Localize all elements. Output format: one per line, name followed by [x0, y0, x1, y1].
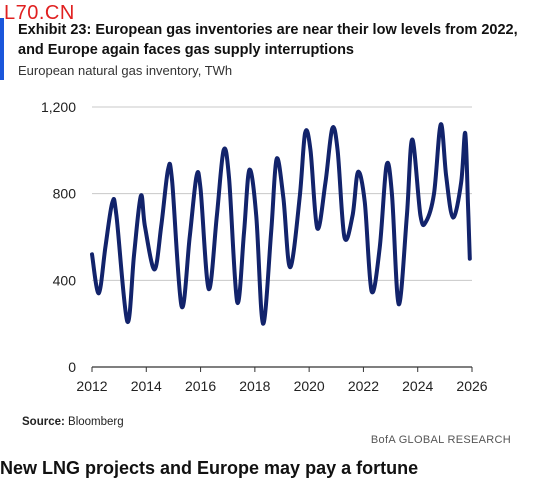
- x-tick-label: 2024: [402, 378, 433, 394]
- next-section-heading: New LNG projects and Europe may pay a fo…: [0, 458, 418, 479]
- x-tick-label: 2026: [456, 378, 487, 394]
- x-tick-label: 2012: [76, 378, 107, 394]
- x-tick-label: 2014: [131, 378, 162, 394]
- x-tick-label: 2022: [348, 378, 379, 394]
- y-tick-label: 400: [53, 272, 77, 288]
- tick-layer: 0 400 800 1,200 2012 2014 2016 2018 2020 2022 2024…: [41, 99, 488, 394]
- x-tick-label: 2016: [185, 378, 216, 394]
- y-tick-label: 0: [68, 359, 76, 375]
- line-chart: 0 400 800 1,200 2012 2014 2016 2018 2020 2022 2024…: [0, 0, 555, 405]
- x-tick-label: 2020: [294, 378, 325, 394]
- y-tick-label: 800: [53, 186, 77, 202]
- brand-label: BofA GLOBAL RESEARCH: [371, 434, 511, 446]
- x-tick-label: 2018: [239, 378, 270, 394]
- y-tick-label: 1,200: [41, 99, 76, 115]
- series-line-0: [92, 124, 470, 324]
- source-value: Bloomberg: [68, 416, 124, 428]
- series-layer: [92, 124, 470, 324]
- source-label: Source:: [22, 416, 65, 428]
- source-note: Source: Bloomberg: [22, 416, 124, 428]
